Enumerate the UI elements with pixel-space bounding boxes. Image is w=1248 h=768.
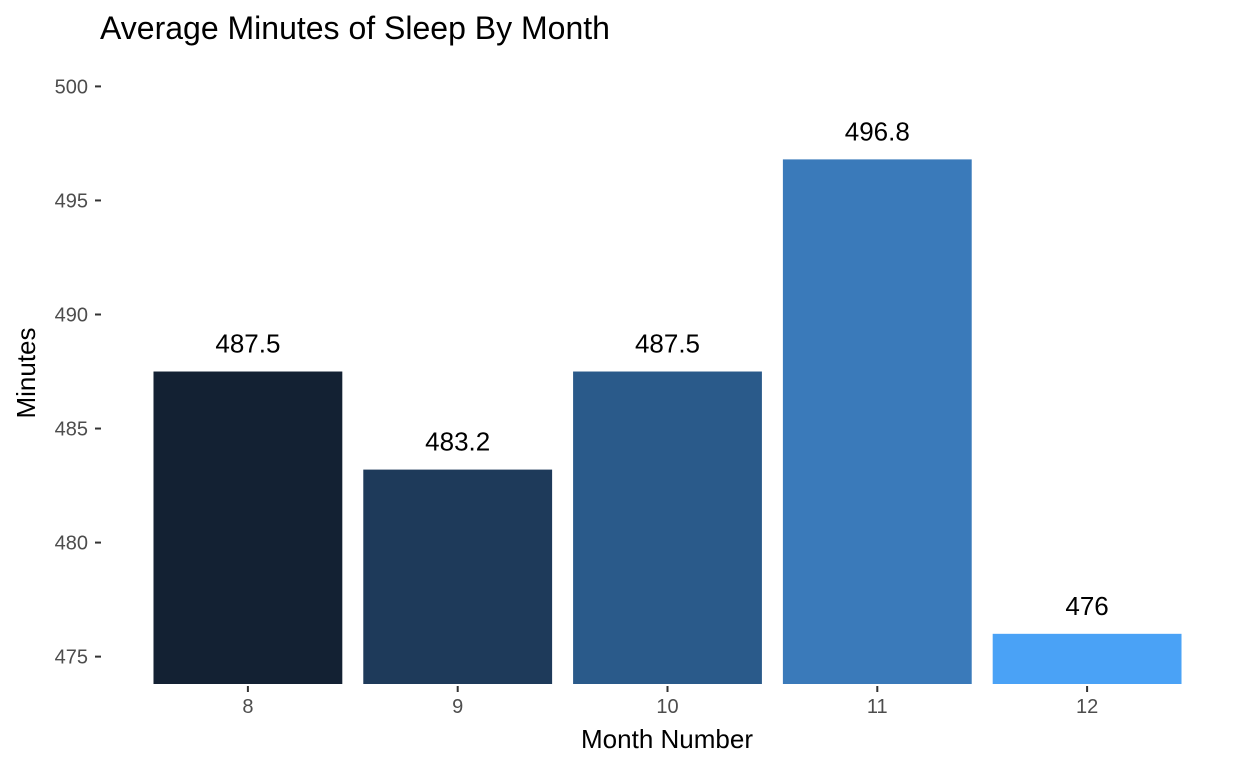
bar	[992, 633, 1182, 684]
y-tick-label: 475	[55, 647, 88, 669]
data-label: 483.2	[425, 427, 490, 457]
bar	[782, 159, 972, 685]
y-axis: 475 480 485 490 495 500	[55, 76, 101, 669]
x-tick-label: 9	[452, 696, 463, 718]
y-axis-title: Minutes	[11, 327, 41, 418]
y-tick-label: 500	[55, 76, 88, 98]
bar	[363, 469, 553, 684]
x-tick-label: 8	[242, 696, 253, 718]
y-tick-label: 485	[55, 419, 88, 441]
data-label: 476	[1065, 591, 1108, 621]
chart-title: Average Minutes of Sleep By Month	[100, 10, 610, 46]
data-label: 487.5	[635, 329, 700, 359]
data-label: 487.5	[215, 329, 280, 359]
x-tick-label: 10	[656, 696, 678, 718]
data-label: 496.8	[845, 116, 910, 146]
bar	[573, 371, 762, 684]
x-axis-title: Month Number	[581, 724, 753, 754]
x-tick-label: 12	[1076, 696, 1098, 718]
x-axis: 8 9 10 11 12	[242, 686, 1098, 718]
bar	[153, 371, 343, 684]
bars: 487.5 483.2 487.5 496.8 476	[153, 116, 1182, 685]
y-tick-label: 490	[55, 304, 88, 326]
y-tick-label: 495	[55, 190, 88, 212]
y-tick-label: 480	[55, 533, 88, 555]
x-tick-label: 11	[867, 696, 888, 718]
